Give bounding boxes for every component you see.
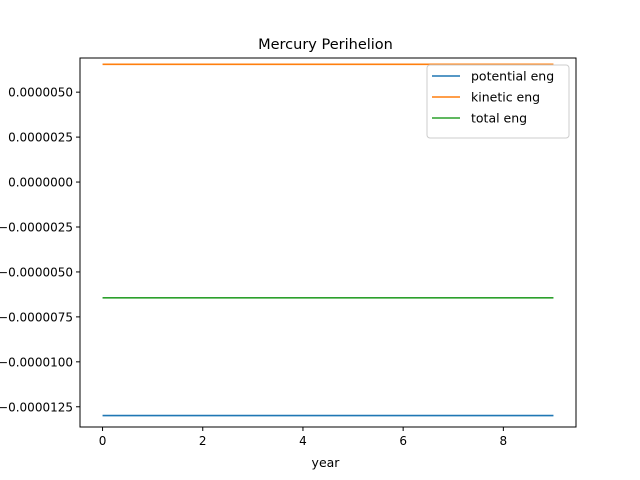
y-tick-label: 0.0000000 <box>8 176 73 190</box>
y-tick-label: −0.0000125 <box>0 400 73 414</box>
x-tick-label: 4 <box>299 434 307 448</box>
x-axis: 0 2 4 6 8 <box>99 427 507 448</box>
y-tick-label: −0.0000050 <box>0 265 73 279</box>
x-tick-label: 6 <box>399 434 407 448</box>
y-tick-label: −0.0000100 <box>0 355 73 369</box>
y-tick-label: 0.0000025 <box>8 131 73 145</box>
series-lines <box>102 63 554 417</box>
x-tick-label: 8 <box>500 434 508 448</box>
y-axis: 0.0000050 0.0000025 0.0000000 −0.0000025 −0.… <box>0 86 80 414</box>
chart-title: Mercury Perihelion <box>258 37 393 53</box>
y-tick-label: −0.0000025 <box>0 220 73 234</box>
x-axis-label: year <box>312 455 341 470</box>
plot-area <box>79 57 577 428</box>
legend-label: kinetic eng <box>471 90 540 105</box>
y-tick-label: −0.0000075 <box>0 310 73 324</box>
y-tick-label: 0.0000050 <box>8 86 73 100</box>
legend-label: potential eng <box>471 69 554 84</box>
x-tick-label: 0 <box>99 434 107 448</box>
legend-box <box>426 64 570 139</box>
legend-label: total eng <box>471 111 527 126</box>
legend: potential eng kinetic eng total eng <box>426 64 570 139</box>
x-tick-label: 2 <box>199 434 207 448</box>
